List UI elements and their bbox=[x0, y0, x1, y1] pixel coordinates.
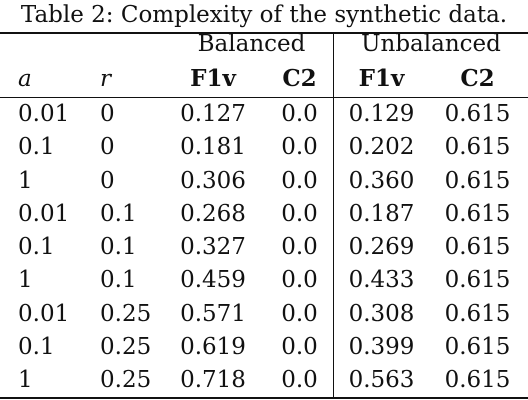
cell-unbalanced-c2: 0.615 bbox=[444, 168, 511, 194]
cell-unbalanced-f1v: 0.360 bbox=[348, 168, 415, 194]
cell-a: 0.01 bbox=[18, 101, 70, 127]
cell-unbalanced-f1v: 0.563 bbox=[348, 367, 415, 393]
column-header-unbalanced-c2: C2 bbox=[460, 65, 495, 92]
cell-unbalanced-f1v: 0.269 bbox=[348, 234, 415, 260]
cell-a: 1 bbox=[18, 367, 33, 393]
cell-r: 0 bbox=[100, 168, 115, 194]
group-header-unbalanced: Unbalanced bbox=[361, 31, 501, 57]
cell-a: 0.01 bbox=[18, 301, 70, 327]
cell-unbalanced-c2: 0.615 bbox=[444, 201, 511, 227]
cell-r: 0.25 bbox=[100, 367, 152, 393]
cell-balanced-f1v: 0.459 bbox=[180, 267, 246, 293]
group-separator bbox=[333, 32, 334, 399]
cell-balanced-c2: 0.0 bbox=[281, 201, 318, 227]
cell-balanced-f1v: 0.718 bbox=[180, 367, 246, 393]
cell-balanced-f1v: 0.181 bbox=[180, 134, 246, 160]
cell-balanced-c2: 0.0 bbox=[281, 367, 318, 393]
column-header-a: a bbox=[18, 66, 32, 92]
cell-unbalanced-c2: 0.615 bbox=[444, 101, 511, 127]
cell-a: 0.1 bbox=[18, 134, 55, 160]
cell-balanced-f1v: 0.327 bbox=[180, 234, 246, 260]
cell-unbalanced-c2: 0.615 bbox=[444, 334, 511, 360]
header-rule bbox=[0, 97, 528, 98]
cell-balanced-f1v: 0.571 bbox=[180, 301, 246, 327]
column-header-unbalanced-f1v: F1v bbox=[358, 65, 405, 92]
bottom-rule bbox=[0, 397, 528, 399]
cell-unbalanced-c2: 0.615 bbox=[444, 267, 511, 293]
cell-balanced-c2: 0.0 bbox=[281, 234, 318, 260]
cell-r: 0.1 bbox=[100, 234, 137, 260]
cell-r: 0.25 bbox=[100, 301, 152, 327]
cell-balanced-c2: 0.0 bbox=[281, 101, 318, 127]
cell-balanced-c2: 0.0 bbox=[281, 301, 318, 327]
cell-r: 0.1 bbox=[100, 201, 137, 227]
top-rule bbox=[0, 32, 528, 34]
cell-r: 0 bbox=[100, 101, 115, 127]
cell-balanced-f1v: 0.306 bbox=[180, 168, 246, 194]
cell-unbalanced-f1v: 0.187 bbox=[348, 201, 415, 227]
cell-a: 0.1 bbox=[18, 234, 55, 260]
group-header-balanced: Balanced bbox=[197, 31, 306, 57]
cell-a: 1 bbox=[18, 267, 33, 293]
column-header-r: r bbox=[100, 66, 111, 92]
cell-balanced-c2: 0.0 bbox=[281, 334, 318, 360]
cell-r: 0.1 bbox=[100, 267, 137, 293]
cell-unbalanced-f1v: 0.433 bbox=[348, 267, 415, 293]
cell-a: 0.01 bbox=[18, 201, 70, 227]
cell-r: 0 bbox=[100, 134, 115, 160]
cell-balanced-f1v: 0.619 bbox=[180, 334, 246, 360]
cell-balanced-c2: 0.0 bbox=[281, 168, 318, 194]
cell-unbalanced-c2: 0.615 bbox=[444, 301, 511, 327]
column-header-balanced-c2: C2 bbox=[282, 65, 317, 92]
cell-unbalanced-f1v: 0.399 bbox=[348, 334, 415, 360]
cell-balanced-f1v: 0.127 bbox=[180, 101, 246, 127]
cell-balanced-f1v: 0.268 bbox=[180, 201, 246, 227]
cell-unbalanced-c2: 0.615 bbox=[444, 134, 511, 160]
cell-a: 1 bbox=[18, 168, 33, 194]
cell-r: 0.25 bbox=[100, 334, 152, 360]
cell-unbalanced-f1v: 0.129 bbox=[348, 101, 415, 127]
cell-balanced-c2: 0.0 bbox=[281, 134, 318, 160]
cell-a: 0.1 bbox=[18, 334, 55, 360]
column-header-balanced-f1v: F1v bbox=[190, 65, 236, 92]
cell-unbalanced-f1v: 0.308 bbox=[348, 301, 415, 327]
cell-balanced-c2: 0.0 bbox=[281, 267, 318, 293]
cell-unbalanced-c2: 0.615 bbox=[444, 367, 511, 393]
cell-unbalanced-f1v: 0.202 bbox=[348, 134, 415, 160]
cell-unbalanced-c2: 0.615 bbox=[444, 234, 511, 260]
table-caption: Table 2: Complexity of the synthetic dat… bbox=[20, 2, 508, 28]
